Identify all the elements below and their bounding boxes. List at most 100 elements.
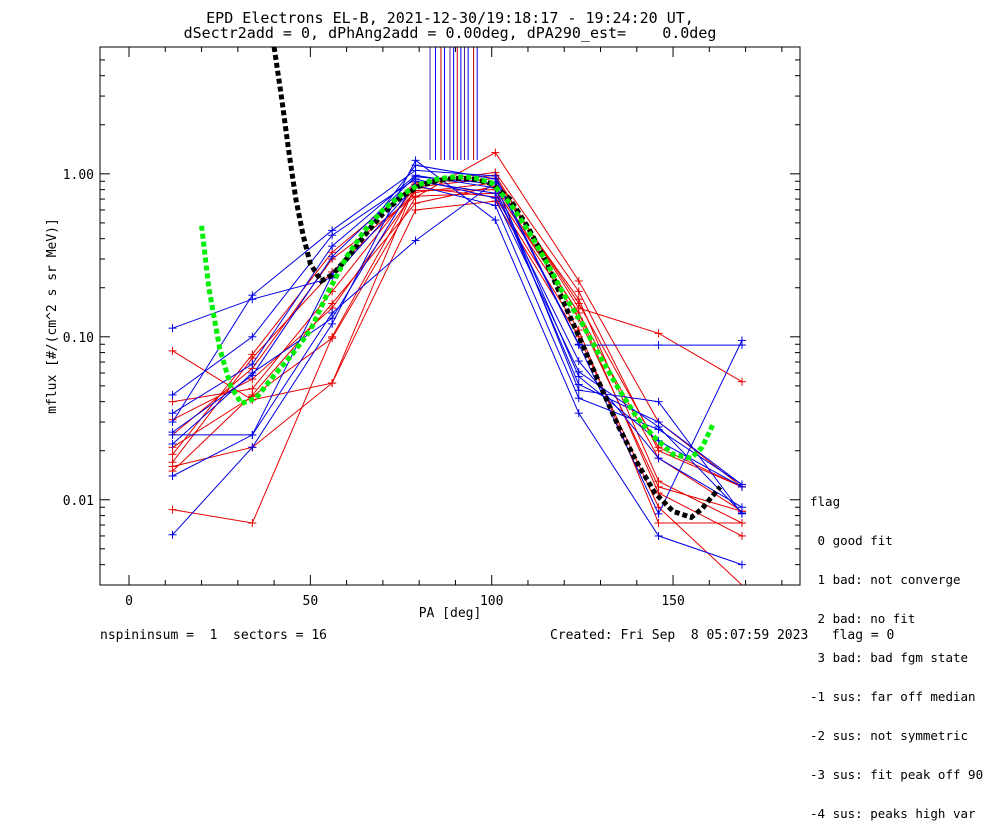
legend-item-1: 1 bad: not converge <box>810 572 961 587</box>
red-series-line <box>172 151 743 488</box>
legend-item-4: -1 sus: far off median <box>810 689 976 704</box>
x-axis-label: PA [deg] <box>419 606 482 621</box>
black-fit-curve <box>271 46 723 521</box>
series-group <box>168 148 746 586</box>
blue-data-point <box>654 425 663 434</box>
red-data-point <box>248 350 257 359</box>
blue-data-point <box>328 242 337 251</box>
blue-data-point <box>411 236 420 245</box>
blue-data-point <box>654 454 663 463</box>
red-data-point <box>411 192 420 201</box>
blue-data-point <box>168 471 177 480</box>
y-tick-label: 1.00 <box>63 168 94 183</box>
chart-title: EPD Electrons EL-B, 2021-12-30/19:18:17 … <box>206 9 694 27</box>
blue-data-point <box>491 216 500 225</box>
red-data-point <box>654 329 663 338</box>
legend-item-7: -4 sus: peaks high var <box>810 806 976 821</box>
blue-data-point <box>737 503 746 512</box>
blue-data-point <box>328 252 337 261</box>
red-data-point <box>168 397 177 406</box>
plot-frame <box>99 46 801 586</box>
flag-legend: flag 0 good fit 1 bad: not converge 2 ba… <box>810 469 983 833</box>
red-data-point <box>737 531 746 540</box>
blue-data-point <box>328 226 337 235</box>
footer-left: nspininsum = 1 sectors = 16 <box>100 628 327 643</box>
red-data-point <box>654 519 663 528</box>
red-data-point <box>411 205 420 214</box>
chart-subtitle: dSectr2add = 0, dPhAng2add = 0.00deg, dP… <box>183 24 717 42</box>
legend-item-0: 0 good fit <box>810 533 893 548</box>
blue-data-point <box>574 357 583 366</box>
blue-data-point <box>411 177 420 186</box>
blue-data-point <box>574 409 583 418</box>
blue-series-line <box>172 181 743 515</box>
blue-data-point <box>737 336 746 345</box>
x-tick-label: 100 <box>480 594 503 609</box>
blue-data-point <box>168 418 177 427</box>
red-data-point <box>737 519 746 528</box>
red-series-line <box>172 182 743 524</box>
blue-data-point <box>491 171 500 180</box>
blue-data-point <box>411 166 420 175</box>
blue-data-point <box>328 314 337 323</box>
red-data-point <box>491 148 500 157</box>
red-data-point <box>168 450 177 459</box>
y-tick-label: 0.01 <box>63 494 94 509</box>
blue-series-line <box>172 159 743 566</box>
blue-data-point <box>574 367 583 376</box>
blue-data-point <box>248 430 257 439</box>
blue-series-line <box>172 176 743 488</box>
legend-item-3: 3 bad: bad fgm state <box>810 650 969 665</box>
legend-item-2: 2 bad: no fit <box>810 611 916 626</box>
red-series-line <box>172 186 742 524</box>
blue-series-line <box>172 169 743 515</box>
blue-data-point <box>168 530 177 539</box>
red-data-point <box>328 379 337 388</box>
blue-data-point <box>248 332 257 341</box>
fit-group <box>199 46 723 521</box>
red-data-point <box>411 199 420 208</box>
blue-data-point <box>654 341 663 350</box>
blue-data-point <box>168 390 177 399</box>
blue-data-point <box>248 443 257 452</box>
x-tick-label: 0 <box>125 594 133 609</box>
blue-data-point <box>491 201 500 210</box>
red-data-point <box>574 287 583 296</box>
blue-data-point <box>168 324 177 333</box>
blue-data-point <box>248 291 257 300</box>
blue-data-point <box>168 409 177 418</box>
legend-item-6: -3 sus: fit peak off 90 <box>810 767 984 782</box>
footer-right: Created: Fri Sep 8 05:07:59 2023 flag = … <box>550 628 895 643</box>
legend-title: flag <box>810 494 841 509</box>
red-data-point <box>574 295 583 304</box>
blue-data-point <box>737 480 746 489</box>
legend-item-5: -2 sus: not symmetric <box>810 728 969 743</box>
x-tick-label: 150 <box>661 594 684 609</box>
axes-group: 0 50 100 150 0.01 0.10 1.00 <box>63 46 800 609</box>
blue-data-point <box>654 531 663 540</box>
blue-data-point <box>168 428 177 437</box>
blue-data-point <box>168 439 177 448</box>
blue-series-line <box>172 164 742 436</box>
y-tick-label: 0.10 <box>63 331 94 346</box>
red-data-point <box>168 458 177 467</box>
blue-data-point <box>574 380 583 389</box>
blue-data-point <box>248 368 257 377</box>
blue-data-point <box>574 394 583 403</box>
green-fit-curve <box>199 174 716 461</box>
blue-data-point <box>248 360 257 369</box>
blue-series-line <box>172 180 743 508</box>
red-data-point <box>328 334 337 343</box>
blue-data-point <box>654 397 663 406</box>
pitch-angle-plot: 0 50 100 150 0.01 0.10 1.00 PA [deg] mflux [#/… <box>45 46 801 621</box>
red-data-point <box>168 505 177 514</box>
red-data-point <box>574 276 583 285</box>
red-data-point <box>248 519 257 528</box>
x-tick-label: 50 <box>303 594 319 609</box>
blue-series-line <box>172 178 743 514</box>
red-data-point <box>737 377 746 386</box>
blue-series-line <box>172 174 743 485</box>
red-series-line <box>172 185 743 537</box>
red-series-line <box>172 189 743 512</box>
spike-group <box>429 47 478 160</box>
